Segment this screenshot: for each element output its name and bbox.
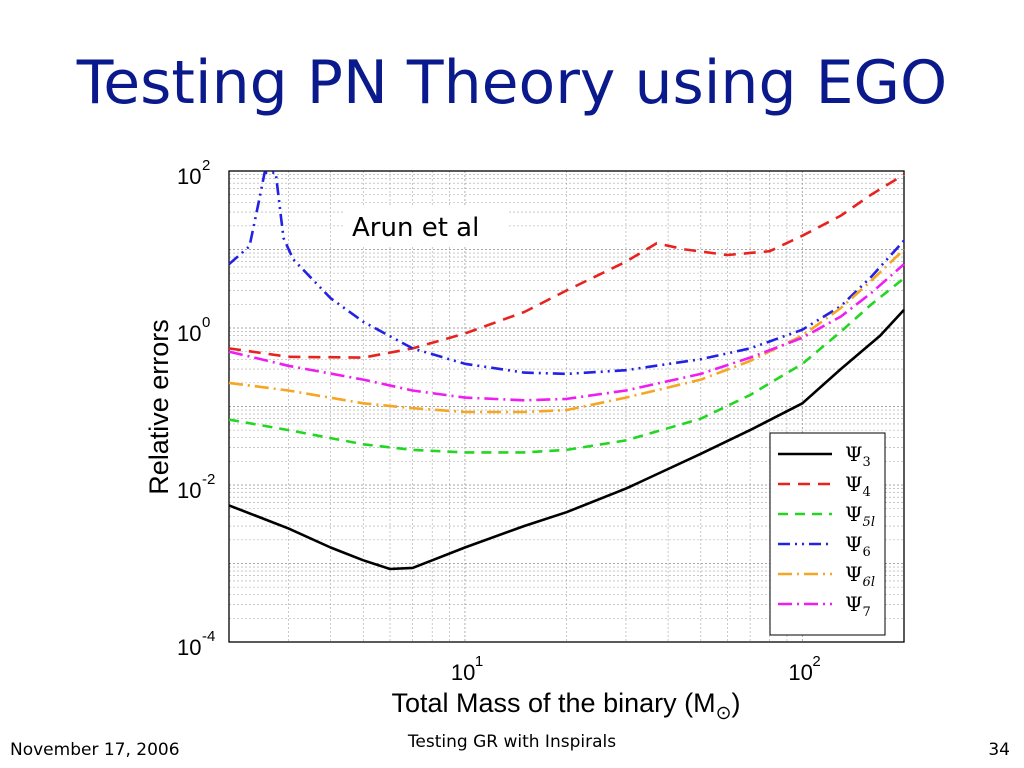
annotation: Arun et al xyxy=(352,213,479,243)
x-axis-label: Total Mass of the binary (M⊙) xyxy=(391,688,740,724)
x-tick-label: 10 2 xyxy=(788,653,820,685)
series-psi-6 xyxy=(228,171,905,376)
legend-label: Ψ5l xyxy=(845,502,875,530)
y-tick-base: 10 xyxy=(177,164,201,189)
y-tick-exponent: 0 xyxy=(202,314,210,331)
x-axis-label-text: Total Mass of the binary (M xyxy=(391,688,715,718)
footer-date: November 17, 2006 xyxy=(10,740,180,760)
x-tick-exponent: 2 xyxy=(812,653,820,670)
series-psi-7 xyxy=(228,263,905,402)
series-psi-5l xyxy=(228,277,905,454)
x-tick-base: 10 xyxy=(451,660,475,685)
y-tick-label: 10 2 xyxy=(177,157,210,189)
x-axis-label-close: ) xyxy=(732,688,741,718)
series-psi-3 xyxy=(228,309,905,571)
y-tick-base: 10 xyxy=(177,478,201,503)
y-tick-label: 10 -2 xyxy=(177,471,215,503)
y-tick-exponent: -2 xyxy=(202,471,215,488)
legend-subscript: 7 xyxy=(863,605,871,620)
legend-subscript: 5l xyxy=(863,515,875,530)
series-psi-6l xyxy=(228,248,905,414)
legend-box xyxy=(769,432,886,636)
legend-subscript: 6l xyxy=(863,575,875,590)
y-tick-base: 10 xyxy=(177,321,201,346)
grid xyxy=(228,170,905,643)
series-psi-4 xyxy=(228,173,905,359)
plot-frame xyxy=(228,170,905,643)
tick-labels: 10 1 10 210 210 010 -210 -4 xyxy=(177,157,821,685)
slide-number: 34 xyxy=(988,740,1010,760)
y-tick-exponent: -4 xyxy=(202,628,215,645)
legend-item: Ψ5l xyxy=(778,502,875,530)
legend-subscript: 6 xyxy=(863,545,871,560)
y-tick-label: 10 0 xyxy=(177,314,210,346)
legend-label: Ψ6l xyxy=(845,562,875,590)
legend-subscript: 4 xyxy=(863,485,871,500)
y-tick-base: 10 xyxy=(177,635,201,660)
solar-mass-symbol: ⊙ xyxy=(716,703,732,724)
series-layer xyxy=(228,171,905,571)
legend-item: Ψ6l xyxy=(778,562,875,590)
legend-item: Ψ4 xyxy=(778,472,871,500)
legend-label: Ψ4 xyxy=(845,472,871,500)
annotation-background xyxy=(343,205,509,245)
x-tick-base: 10 xyxy=(788,660,812,685)
slide-title: Testing PN Theory using EGO xyxy=(76,48,948,118)
y-tick-exponent: 2 xyxy=(202,157,210,174)
footer-title: Testing GR with Inspirals xyxy=(407,732,617,752)
x-tick-exponent: 1 xyxy=(475,653,483,670)
y-axis-label: Relative errors xyxy=(144,319,174,495)
legend-subscript: 3 xyxy=(863,455,871,470)
x-tick-label: 10 1 xyxy=(451,653,483,685)
y-tick-label: 10 -4 xyxy=(177,628,215,660)
